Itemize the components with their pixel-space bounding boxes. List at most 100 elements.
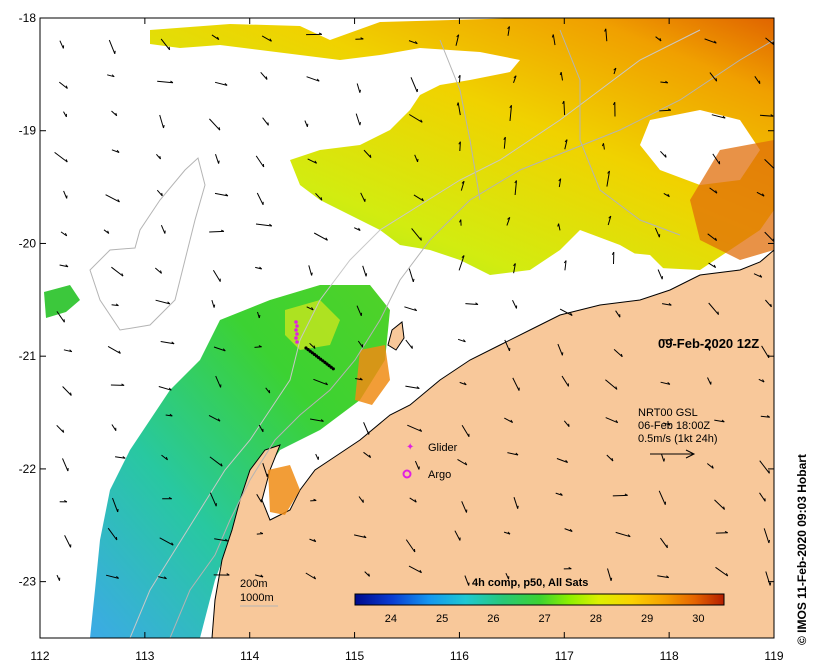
current-arrow-head [269,223,273,227]
axis-ticks: 112 113 114 115 116 117 118 119 -18 -19 -20 -21 -22 -… [19,11,784,663]
current-arrow [503,137,506,149]
current-arrow-head [168,387,172,391]
current-arrow-head [218,160,220,164]
lat-tick-label: -21 [19,349,37,363]
current-arrow-head [769,582,772,586]
current-arrow [58,81,68,89]
current-arrow [660,150,667,158]
current-arrow-head [163,124,165,129]
current-arrow [158,386,172,391]
current-arrow [413,194,424,202]
current-arrow-head [325,237,328,241]
current-arrow-head [412,278,415,283]
current-arrow [208,414,221,422]
current-arrow-head [170,80,174,84]
current-arrow [256,493,262,503]
current-arrow-head [117,199,120,203]
current-arrow-head [171,341,175,345]
glider-position [294,336,298,340]
current-arrow [307,158,317,164]
lon-tick-label: 115 [345,649,364,663]
current-arrow-head [325,382,328,386]
argo-marker-icon [402,469,412,479]
current-arrow [158,576,167,580]
current-arrow [255,223,272,227]
current-arrow [54,152,68,163]
current-arrow [457,102,461,116]
lon-tick-label: 112 [30,649,49,663]
current-arrow [313,378,328,386]
current-arrow [363,422,370,435]
current-arrow-head [62,429,65,433]
current-arrow [765,299,772,308]
current-arrow [215,154,220,164]
sst-warm-patch [690,140,774,260]
current-arrow [707,377,712,385]
current-arrow-head [665,80,669,84]
current-arrow [657,269,663,280]
land-mainland [211,249,774,638]
current-arrow [709,187,718,194]
current-arrow [759,114,774,117]
current-arrow-head [463,339,466,343]
current-arrow [60,231,67,237]
current-arrow-head [668,303,672,306]
current-arrow [214,192,228,197]
current-arrow-head [266,473,269,477]
current-arrow [159,537,174,546]
isobath-200m-label: 200m [240,578,268,590]
colorbar-tick-label: 26 [487,613,499,625]
current-arrow [457,338,466,343]
current-arrow [605,379,618,390]
cloud-gap [390,280,560,410]
current-arrow-head [360,37,364,40]
current-arrow [659,537,668,549]
current-arrow-head [667,193,670,197]
glider-marker-icon: ✦ [406,442,414,453]
current-arrow-head [260,574,264,578]
glider-position [295,332,299,336]
current-arrow-head [568,566,572,570]
current-arrow [558,223,561,231]
cloud-gap [580,250,680,300]
current-arrow [714,499,725,510]
current-arrow-head [118,350,121,354]
current-arrow-head [314,160,318,164]
current-arrow [357,340,364,348]
current-arrow-head [222,348,226,352]
lon-tick-label: 119 [764,649,783,663]
current-arrow-head [715,190,718,194]
current-arrow [763,528,770,544]
current-arrow-head [513,75,517,79]
current-arrow-head [65,85,68,89]
current-arrow [353,534,367,539]
current-arrow-head [624,493,628,496]
current-arrow-head [560,492,563,496]
lon-tick-label: 116 [450,649,469,663]
current-arrow [306,76,320,82]
current-arrow-head [514,180,517,184]
lon-tick-label: 113 [135,649,154,663]
current-arrow [655,36,662,42]
current-arrow-head [217,418,221,422]
current-arrow [557,343,563,356]
current-arrow [105,194,120,203]
current-arrow-head [721,419,725,423]
current-arrow [715,566,728,577]
current-arrow [408,268,414,283]
current-arrow-head [65,264,69,268]
current-arrow [254,346,262,348]
current-arrow [504,417,513,423]
current-arrow-head [111,74,115,78]
current-arrow [304,120,308,127]
current-arrow-head [165,456,168,461]
credit-text: © IMOS 11-Feb-2020 09:03 Hobart [795,454,809,645]
current-arrow [156,189,163,197]
current-arrow [615,531,631,538]
current-arrow [305,572,316,580]
current-arrow-head [421,198,424,202]
current-arrow [760,415,770,418]
plot-area [40,18,774,638]
current-arrow-head [419,428,423,432]
current-arrow [662,303,672,306]
